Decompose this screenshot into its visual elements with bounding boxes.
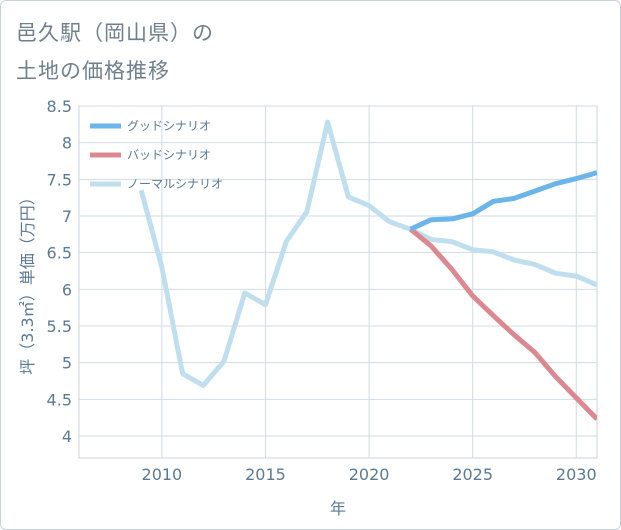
y-tick-label: 6.5 (47, 244, 72, 263)
y-tick-label: 5.5 (47, 317, 72, 336)
y-axis-title: 坪（3.3㎡）単価（万円） (18, 189, 37, 374)
x-axis-title: 年 (330, 499, 346, 518)
y-tick-label: 8 (62, 134, 72, 153)
series-line-normal (138, 119, 597, 388)
legend-label-normal: ノーマルシナリオ (127, 177, 223, 191)
x-tick-label: 2015 (245, 465, 286, 484)
y-tick-label: 4.5 (47, 390, 72, 409)
series-line-good (409, 170, 597, 232)
x-tick-label: 2020 (349, 465, 390, 484)
series-line-bad (408, 227, 597, 421)
x-tick-label: 2010 (142, 465, 183, 484)
y-tick-label: 6 (62, 280, 72, 299)
chart-title-line1: 邑久駅（岡山県）の (16, 21, 214, 45)
x-tick-label: 2030 (556, 465, 597, 484)
x-tick-label: 2025 (452, 465, 493, 484)
chart-title-line2: 土地の価格推移 (16, 59, 170, 83)
legend-label-good: グッドシナリオ (127, 119, 211, 133)
y-tick-label: 4 (62, 427, 72, 446)
y-tick-label: 8.5 (47, 97, 72, 116)
y-tick-label: 7.5 (47, 170, 72, 189)
y-tick-label: 5 (62, 354, 72, 373)
y-tick-label: 7 (62, 207, 72, 226)
legend-label-bad: バッドシナリオ (127, 148, 211, 162)
